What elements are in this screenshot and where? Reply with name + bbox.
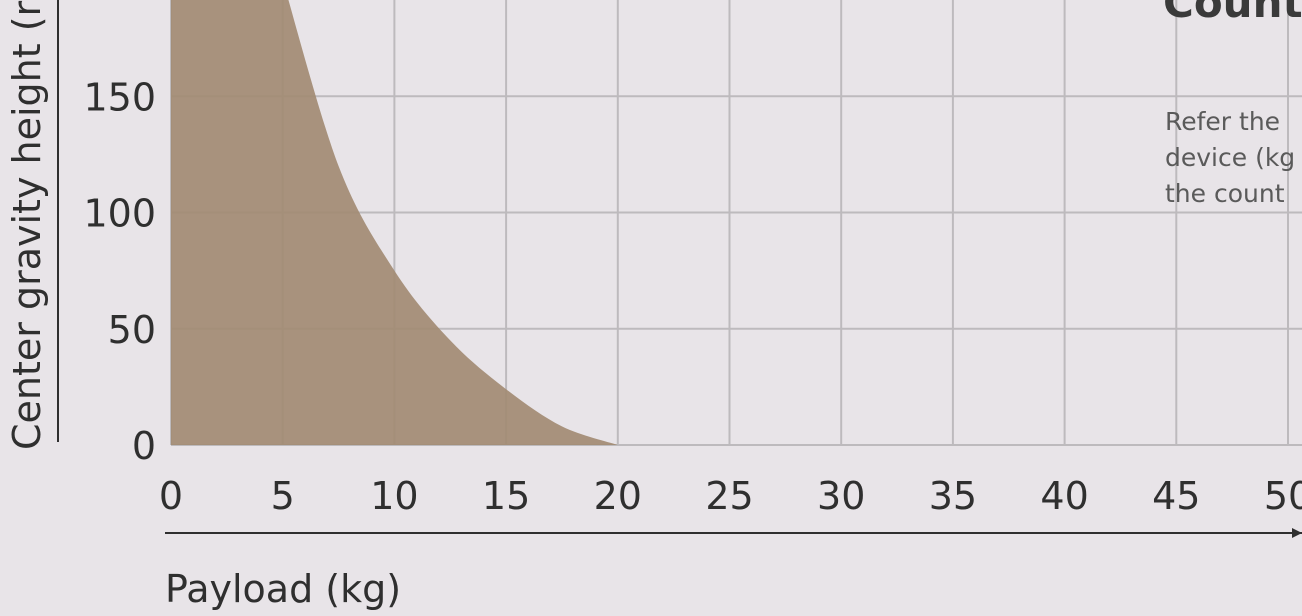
- x-tick-label: 40: [1040, 474, 1088, 518]
- side-panel-text: Refer the device (kg the count: [1165, 104, 1295, 212]
- x-tick-label: 5: [271, 474, 295, 518]
- x-axis-title: Payload (kg): [165, 567, 401, 611]
- side-panel-line: the count: [1165, 179, 1285, 208]
- y-tick-label: 100: [83, 192, 156, 236]
- y-tick-label: 50: [108, 308, 156, 352]
- x-tick-label: 25: [705, 474, 753, 518]
- x-tick-label: 10: [370, 474, 418, 518]
- y-axis-title: Center gravity height (r: [5, 0, 49, 450]
- x-tick-label: 50: [1264, 474, 1302, 518]
- y-tick-label: 0: [132, 424, 156, 468]
- x-tick-label: 30: [817, 474, 865, 518]
- side-panel-title: Count: [1163, 0, 1302, 27]
- y-tick-label: 200: [83, 0, 156, 3]
- x-tick-label: 20: [594, 474, 642, 518]
- x-tick-label: 15: [482, 474, 530, 518]
- x-tick-labels: 0 5 10 15 20 25 30 35 40 45 50: [159, 474, 1302, 518]
- y-tick-label: 150: [83, 75, 156, 119]
- allowable-area: [171, 0, 618, 445]
- x-tick-label: 35: [929, 474, 977, 518]
- y-tick-labels: 0 50 100 150 200: [83, 0, 156, 468]
- x-tick-label: 45: [1152, 474, 1200, 518]
- x-tick-label: 0: [159, 474, 183, 518]
- side-panel-line: Refer the: [1165, 107, 1281, 136]
- x-axis-arrow-icon: [1292, 528, 1302, 538]
- side-panel-line: device (kg: [1165, 143, 1296, 172]
